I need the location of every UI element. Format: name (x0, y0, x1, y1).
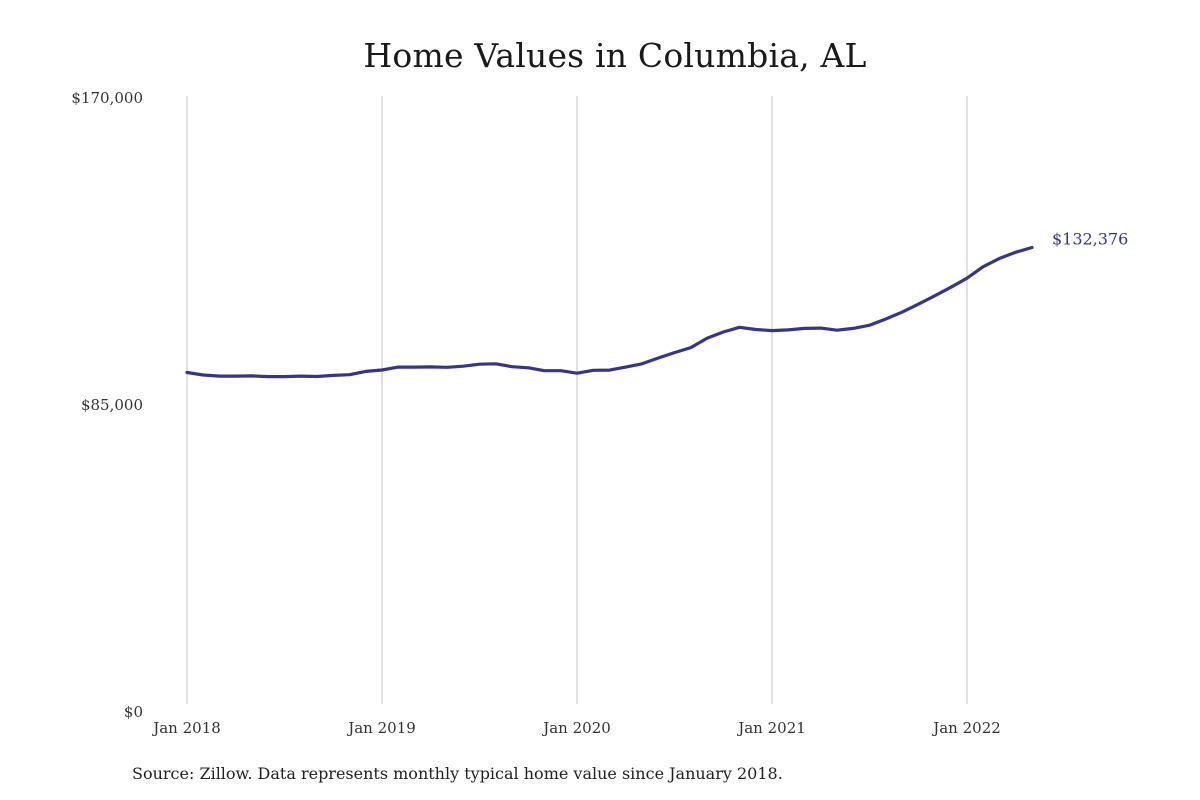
annotation-layer: $132,376 (1052, 230, 1128, 249)
x-tick-label: Jan 2018 (151, 719, 221, 737)
series-line (185, 245, 1034, 379)
source-note: Source: Zillow. Data represents monthly … (132, 764, 783, 783)
x-tick-label: Jan 2021 (736, 719, 806, 737)
x-tick-label: Jan 2019 (346, 719, 416, 737)
y-tick-label: $85,000 (81, 396, 143, 414)
y-tick-label: $0 (124, 703, 143, 721)
series-layer (185, 245, 1034, 379)
y-axis: $0 $85,000 $170,000 (71, 89, 143, 721)
end-value-label: $132,376 (1052, 230, 1128, 249)
x-tick-label: Jan 2022 (931, 719, 1001, 737)
x-axis: Jan 2018 Jan 2019 Jan 2020 Jan 2021 Jan 2022 (151, 719, 1001, 737)
y-tick-label: $170,000 (71, 89, 143, 107)
x-tick-label: Jan 2020 (541, 719, 611, 737)
chart-title: Home Values in Columbia, AL (363, 36, 867, 75)
gridlines (186, 96, 968, 704)
